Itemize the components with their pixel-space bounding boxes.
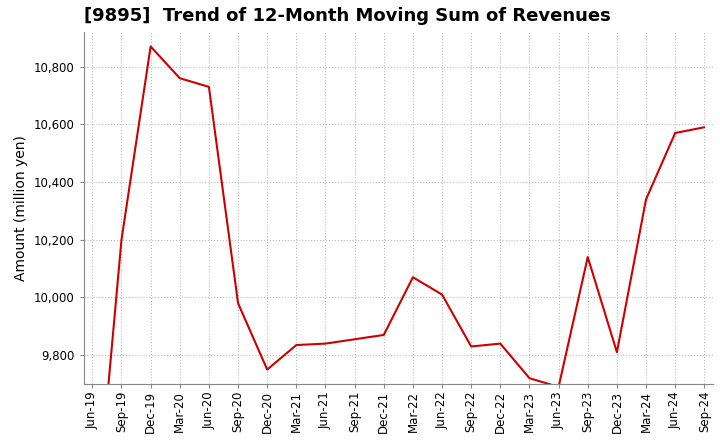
Y-axis label: Amount (million yen): Amount (million yen) (14, 135, 28, 281)
Text: [9895]  Trend of 12-Month Moving Sum of Revenues: [9895] Trend of 12-Month Moving Sum of R… (84, 7, 611, 25)
